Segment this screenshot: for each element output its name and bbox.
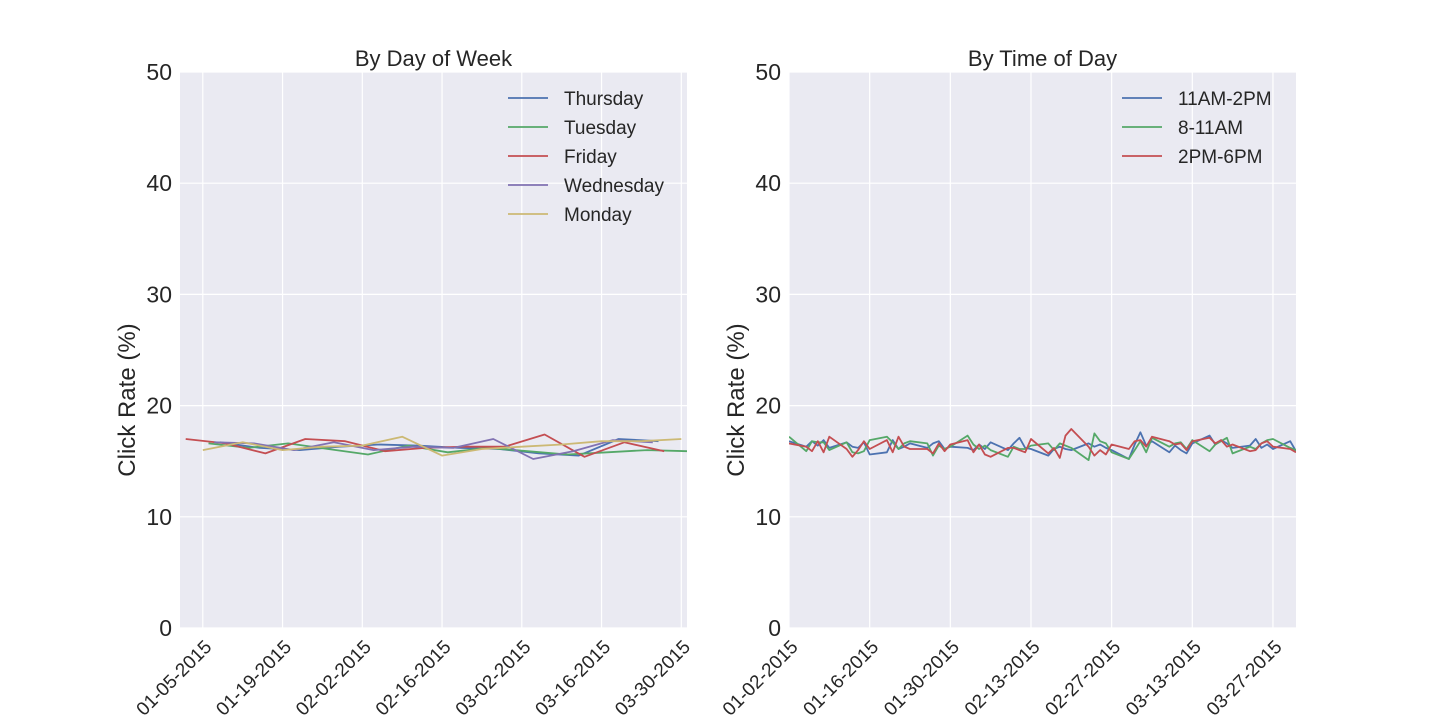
x-tick-label: 03-13-2015: [1122, 637, 1206, 720]
x-tick-label: 03-16-2015: [532, 637, 616, 720]
y-tick-label: 20: [755, 393, 781, 419]
y-tick-label: 40: [146, 170, 172, 196]
x-tick-label: 01-30-2015: [880, 637, 964, 720]
legend-label-tuesday: Tuesday: [564, 118, 637, 139]
y-axis-label: Click Rate (%): [723, 323, 750, 476]
legend-label-thursday: Thursday: [564, 89, 644, 110]
x-tick-label: 03-27-2015: [1203, 637, 1287, 720]
chart-title: By Time of Day: [968, 46, 1117, 71]
series-line-2pm-6pm: [789, 428, 1296, 459]
plot-area: [789, 72, 1296, 628]
x-tick-label: 02-13-2015: [961, 637, 1045, 720]
x-tick-label: 02-02-2015: [292, 637, 376, 720]
y-tick-label: 10: [755, 504, 781, 530]
y-tick-label: 50: [146, 59, 172, 85]
legend-label-8-11am: 8-11AM: [1178, 118, 1243, 139]
series-group: [185, 433, 687, 460]
x-tick-label: 01-16-2015: [800, 637, 884, 720]
y-tick-label: 40: [755, 170, 781, 196]
x-tick-label: 03-02-2015: [452, 637, 536, 720]
y-tick-label: 10: [146, 504, 172, 530]
series-group: [789, 428, 1296, 462]
series-line-monday: [202, 435, 682, 457]
legend-label-friday: Friday: [564, 147, 617, 168]
legend-label-11am-2pm: 11AM-2PM: [1178, 89, 1272, 110]
x-tick-label: 02-27-2015: [1042, 637, 1126, 720]
series-line-8-11am: [789, 432, 1296, 462]
chart-by-day-of-week: 0 10 20 30 40 50 01-05-201501-19-201502-02-201…: [114, 46, 695, 720]
y-axis-label: Click Rate (%): [114, 323, 141, 476]
x-tick-label: 01-19-2015: [212, 637, 296, 720]
x-tick-label: 03-30-2015: [611, 637, 695, 720]
y-tick-label: 0: [159, 615, 172, 641]
plot-area: [180, 72, 687, 628]
y-tick-label: 0: [768, 615, 781, 641]
y-tick-label: 30: [755, 281, 781, 307]
series-line-tuesday: [208, 442, 687, 456]
x-tick-label: 01-05-2015: [133, 637, 217, 720]
y-tick-label: 50: [755, 59, 781, 85]
x-tick-label: 01-02-2015: [719, 637, 803, 720]
chart-title: By Day of Week: [355, 46, 513, 71]
y-tick-label: 20: [146, 393, 172, 419]
chart-by-time-of-day: 0 10 20 30 40 50 01-02-201501-16-201501-30-201…: [719, 46, 1296, 720]
legend-label-monday: Monday: [564, 205, 632, 226]
y-tick-label: 30: [146, 281, 172, 307]
legend-label-wednesday: Wednesday: [564, 176, 664, 197]
legend-label-2pm-6pm: 2PM-6PM: [1178, 147, 1262, 168]
x-tick-label: 02-16-2015: [372, 637, 456, 720]
